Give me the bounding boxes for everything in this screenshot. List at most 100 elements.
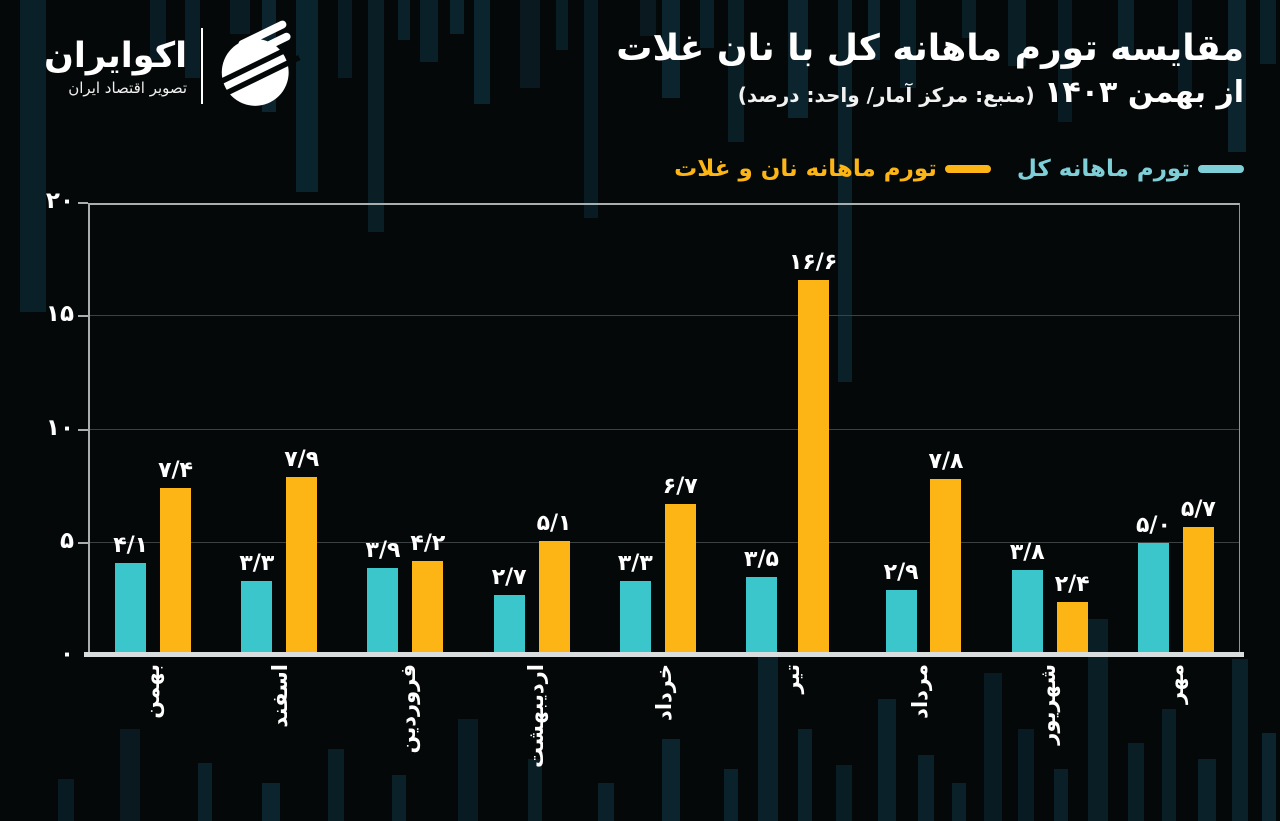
- bar-bread-cereals-4: [664, 504, 696, 656]
- x-axis-label: بهمن: [140, 664, 164, 719]
- bar-wrap: ۵/۱: [537, 511, 571, 656]
- x-axis-label: تیر: [780, 664, 804, 694]
- y-tick-mark: [78, 428, 88, 431]
- bar-wrap: ۳/۸: [1010, 540, 1045, 656]
- x-axis-label-cell: شهریور: [984, 664, 1112, 814]
- bar-value-label: ۷/۹: [284, 447, 320, 473]
- bar-total-6: [885, 590, 917, 656]
- x-axis-baseline: [84, 652, 1244, 657]
- bar-value-label: ۳/۵: [744, 546, 779, 572]
- bar-value-label: ۳/۳: [617, 551, 653, 577]
- background-bar: [20, 0, 46, 312]
- background-bar: [662, 0, 680, 98]
- legend-label-bread-cereals: تورم ماهانه نان و غلات: [674, 156, 937, 182]
- background-bar: [474, 0, 490, 104]
- chart-subtitle-period: از بهمن ۱۴۰۳: [1044, 75, 1244, 110]
- background-bar: [120, 729, 140, 821]
- x-axis-label: شهریور: [1036, 664, 1060, 745]
- gridline: [90, 315, 1239, 317]
- y-tick-mark: [78, 315, 88, 318]
- background-bar: [918, 755, 934, 821]
- background-bar: [328, 749, 344, 821]
- gridline: [90, 541, 1239, 543]
- x-axis-label: اسفند: [268, 664, 292, 728]
- background-bar: [1018, 729, 1034, 821]
- background-bar: [1088, 619, 1108, 821]
- bar-total-3: [493, 594, 525, 656]
- bar-value-label: ۱۶/۶: [788, 250, 838, 275]
- bar-value-label: ۳/۸: [1009, 539, 1045, 565]
- bar-bread-cereals-8: [1182, 526, 1214, 656]
- bar-value-label: ۵/۰: [1136, 512, 1171, 538]
- background-bar: [728, 0, 744, 142]
- background-bar: [1054, 769, 1068, 821]
- y-tick-label: ۱۵: [45, 301, 74, 328]
- bar-wrap: ۴/۲: [410, 531, 445, 656]
- chart-title: مقایسه تورم ماهانه کل با نان غلات: [616, 28, 1244, 69]
- background-bar: [556, 0, 568, 50]
- bar-wrap: ۳/۹: [365, 537, 401, 656]
- x-axis-label-cell: مهر: [1112, 664, 1240, 814]
- bar-bread-cereals-0: [160, 488, 192, 656]
- y-tick-mark: [78, 202, 88, 204]
- background-bar: [1128, 743, 1144, 821]
- bar-bread-cereals-5: [797, 280, 829, 656]
- background-bar: [1058, 0, 1072, 122]
- bar-value-label: ۳/۹: [365, 537, 401, 563]
- y-tick-label: ۰: [59, 641, 74, 667]
- bar-group-7: ۳/۸ ۲/۴: [1010, 540, 1090, 656]
- background-bar: [262, 783, 280, 821]
- brand-divider: [201, 28, 204, 104]
- background-bar: [368, 0, 384, 232]
- background-bar: [962, 0, 976, 38]
- background-bar: [1260, 0, 1276, 64]
- bar-total-1: [241, 581, 273, 656]
- bar-wrap: ۴/۱: [113, 533, 148, 656]
- x-axis-label-cell: خرداد: [600, 664, 728, 814]
- bar-bread-cereals-6: [930, 479, 962, 656]
- bar-wrap: ۳/۳: [239, 551, 274, 656]
- bar-group-3: ۲/۷ ۵/۱: [491, 511, 571, 656]
- bar-wrap: ۲/۹: [884, 560, 919, 656]
- y-tick-label: ۲۰: [45, 188, 74, 214]
- bar-total-8: [1137, 542, 1169, 656]
- bar-total-2: [367, 567, 399, 656]
- x-axis-label-cell: بهمن: [88, 664, 216, 814]
- background-bar: [398, 0, 410, 40]
- background-bar: [1198, 759, 1216, 821]
- bar-value-label: ۳/۳: [239, 551, 275, 577]
- bar-group-1: ۳/۳ ۷/۹: [239, 447, 319, 656]
- bar-value-label: ۵/۷: [1180, 496, 1216, 522]
- x-axis-label-cell: فروردین: [344, 664, 472, 814]
- bar-group-4: ۳/۳ ۶/۷: [618, 474, 698, 656]
- background-bar: [450, 0, 464, 34]
- bar-value-label: ۲/۷: [491, 564, 527, 590]
- background-bar: [420, 0, 438, 62]
- bar-group-2: ۳/۹ ۴/۲: [365, 531, 445, 656]
- legend: تورم ماهانه کل تورم ماهانه نان و غلات: [674, 156, 1244, 182]
- background-bar: [724, 769, 738, 821]
- x-axis-label: مهر: [1164, 664, 1188, 704]
- y-tick-mark: [78, 541, 88, 544]
- background-bar: [868, 0, 880, 60]
- background-bar: [798, 729, 812, 821]
- bar-bread-cereals-1: [286, 477, 318, 656]
- background-bar: [1228, 0, 1246, 152]
- background-bar: [878, 699, 896, 821]
- background-bar: [838, 0, 852, 382]
- brand-tagline: تصویر اقتصاد ایران: [68, 79, 188, 97]
- bar-group-5: ۳/۵ ۱۶/۶: [744, 250, 837, 656]
- background-bar: [598, 783, 614, 821]
- bar-bread-cereals-7: [1056, 601, 1088, 656]
- background-bar: [338, 0, 352, 78]
- x-axis-label-cell: اردیبهشت: [472, 664, 600, 814]
- chart-header: مقایسه تورم ماهانه کل با نان غلات از بهم…: [616, 26, 1244, 110]
- background-bar: [296, 0, 318, 192]
- bar-value-label: ۲/۹: [883, 560, 919, 586]
- background-bar: [198, 763, 212, 821]
- background-bar: [1178, 0, 1192, 92]
- bar-wrap: ۵/۰: [1136, 513, 1171, 656]
- bar-bread-cereals-3: [538, 540, 570, 656]
